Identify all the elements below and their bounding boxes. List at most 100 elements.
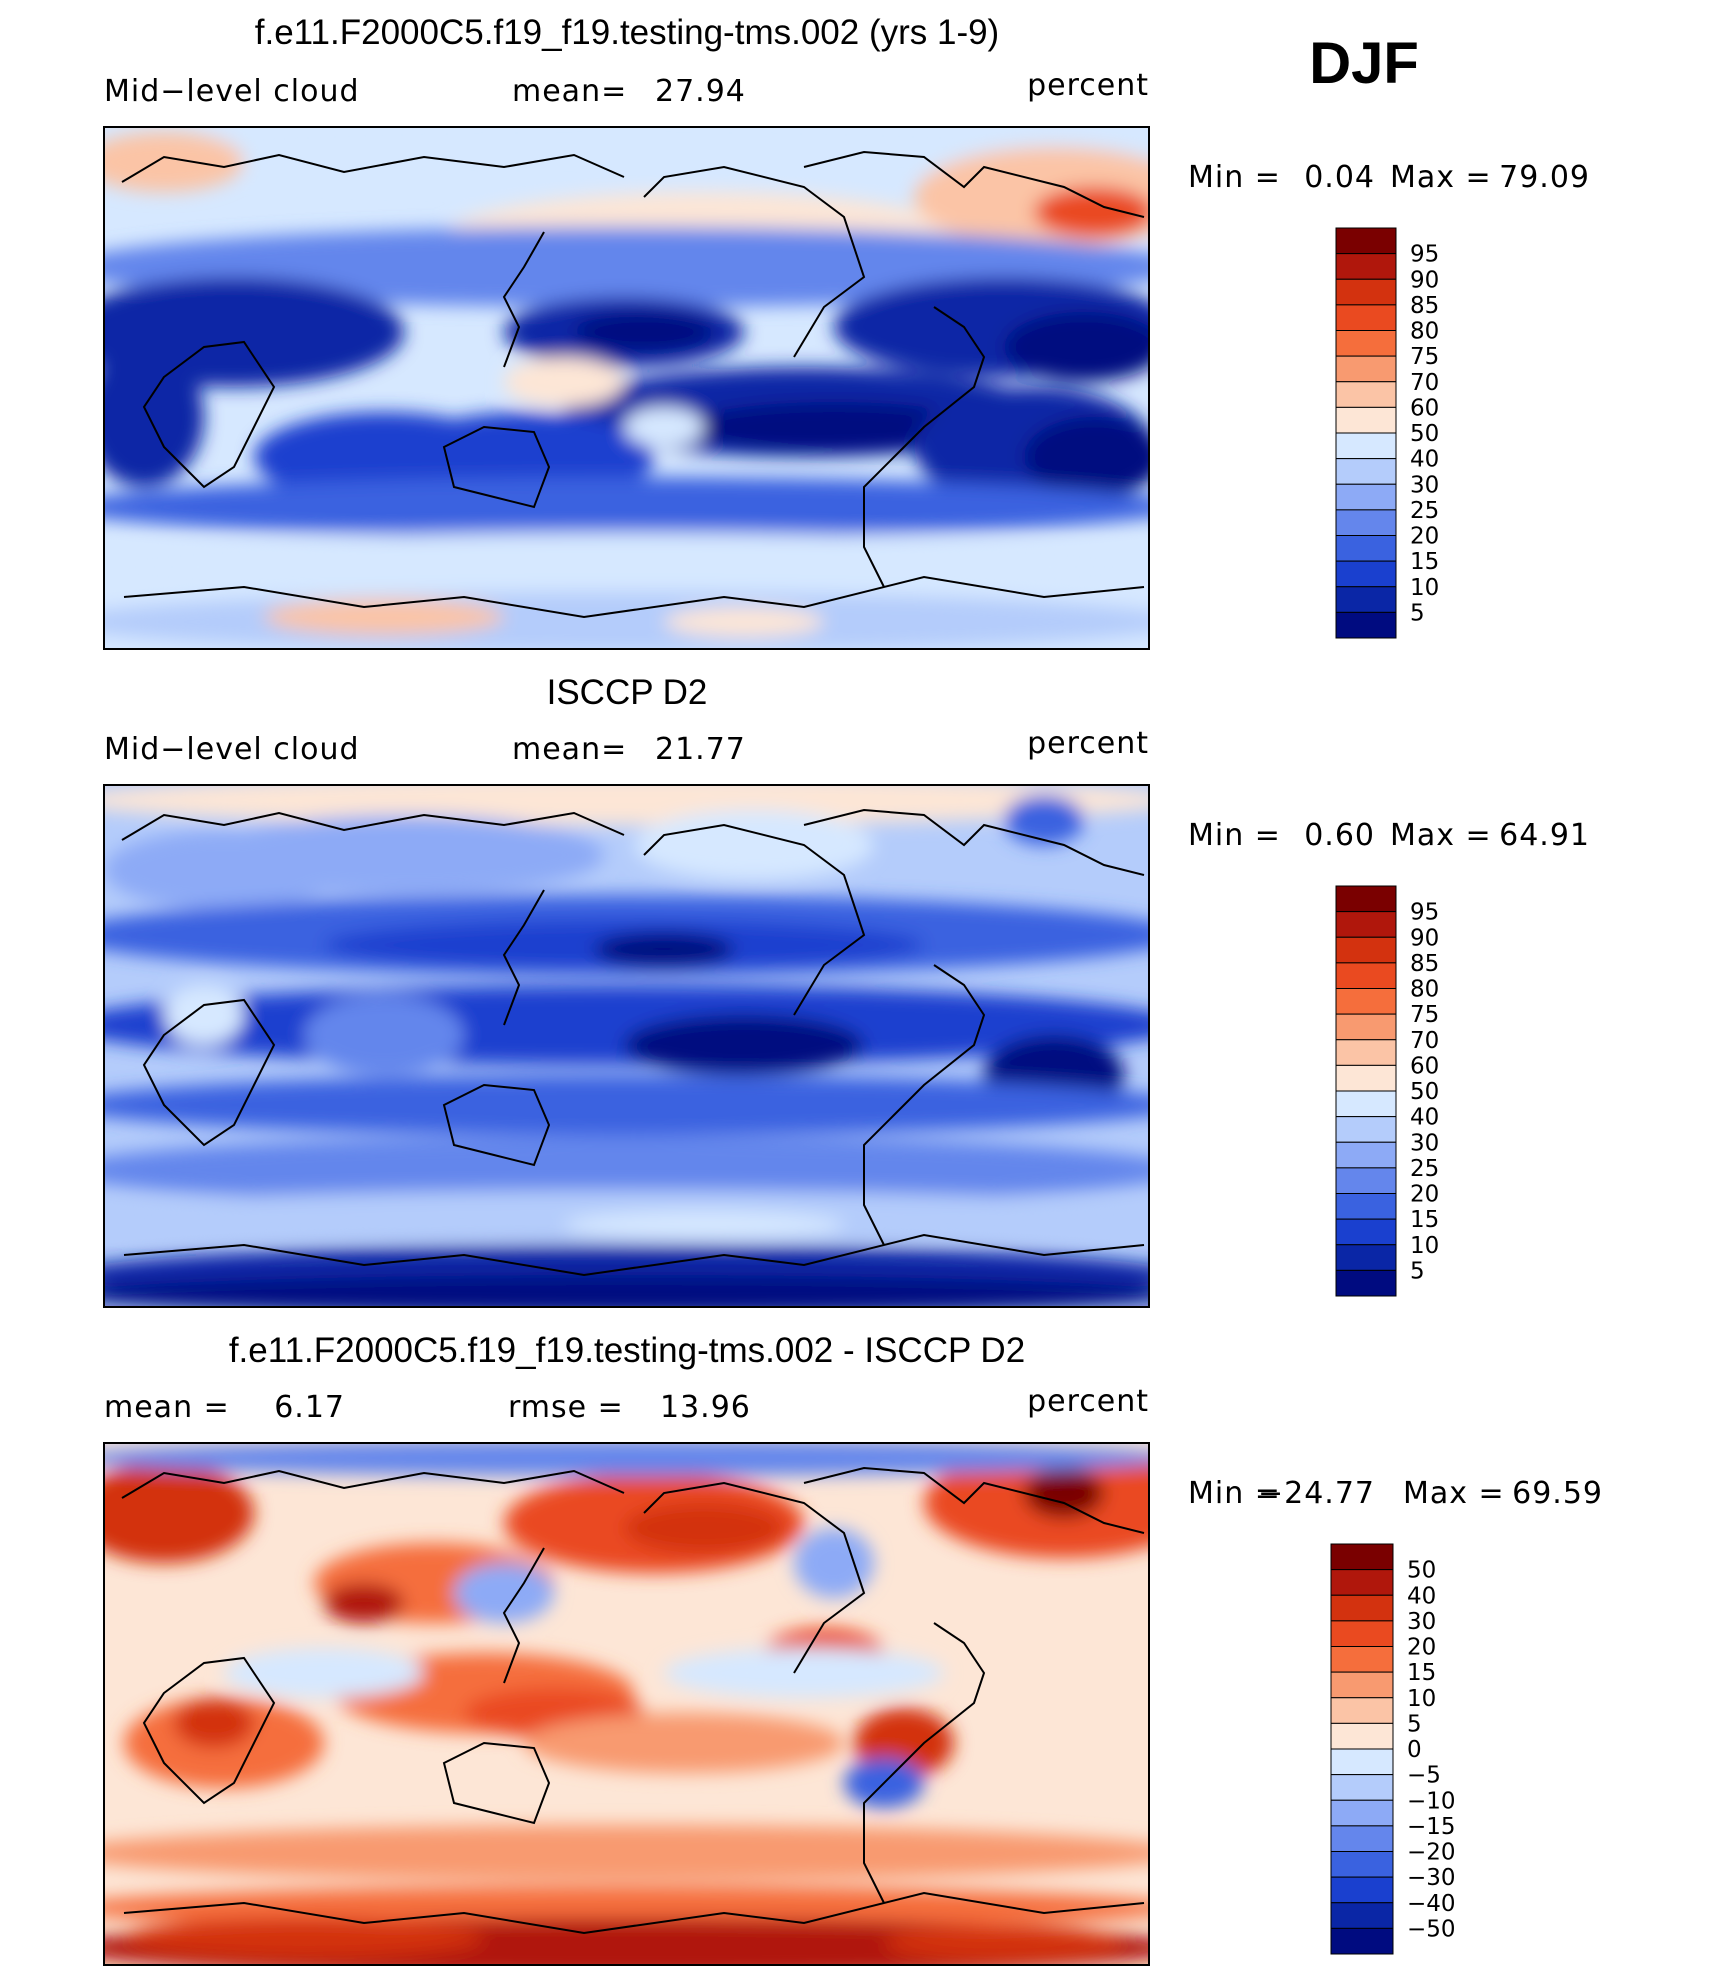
units-label: percent (1027, 1384, 1149, 1419)
colorbar-swatch (1330, 1748, 1394, 1776)
colorbar-tick-label: 15 (1410, 549, 1439, 575)
rmse-label: rmse = (508, 1390, 624, 1425)
colorbar-swatch (1330, 1876, 1394, 1904)
colorbar-swatch (1335, 535, 1397, 562)
map-frame (103, 784, 1150, 1308)
coastlines (121, 150, 1145, 619)
colorbar-swatch (1335, 1218, 1397, 1246)
colorbar-swatch (1330, 1671, 1394, 1699)
colorbar-swatch (1330, 1851, 1394, 1878)
units-label: percent (1027, 68, 1149, 103)
min-label: Min = (1188, 818, 1281, 853)
colorbar-swatch (1335, 1064, 1397, 1092)
colorbar-tick-label: 70 (1410, 1028, 1439, 1054)
colorbar-swatch (1335, 1269, 1397, 1297)
colorbar-tick-label: 0 (1407, 1737, 1422, 1763)
colorbar-swatch (1335, 330, 1397, 357)
colorbar-tick-label: 40 (1410, 1105, 1439, 1131)
variable-label: Mid−level cloud (104, 732, 360, 767)
colorbar-tick-label: −30 (1407, 1865, 1456, 1891)
colorbar-tick-label: −20 (1407, 1840, 1456, 1866)
max-value: 69.59 (1512, 1476, 1603, 1511)
colorbar-swatch (1335, 560, 1397, 588)
colorbar-swatch (1335, 304, 1397, 331)
colorbar-tick-label: 95 (1410, 242, 1439, 268)
colorbar-tick-label: 60 (1410, 1053, 1439, 1079)
colorbar-swatch (1335, 1090, 1397, 1118)
panel-title: f.e11.F2000C5.f19_f19.testing-tms.002 (y… (255, 13, 999, 52)
colorbar-tick-label: 85 (1410, 951, 1439, 977)
colorbar-swatch (1335, 355, 1397, 383)
min-value: 0.04 (1304, 160, 1375, 195)
colorbar-tick-label: 40 (1407, 1583, 1436, 1609)
variable-label: Mid−level cloud (104, 74, 360, 109)
colorbar-swatch (1335, 1141, 1397, 1169)
colorbar-swatch (1335, 432, 1397, 460)
mean-label: mean= (512, 74, 627, 109)
colorbar-tick-label: 50 (1410, 421, 1439, 447)
min-label: Min = (1188, 1476, 1281, 1511)
max-label: Max = (1403, 1476, 1505, 1511)
colorbar-tick-label: 50 (1410, 1079, 1439, 1105)
colorbar-tick-label: 50 (1407, 1558, 1436, 1584)
colorbar-tick-label: −40 (1407, 1891, 1456, 1917)
map-frame (103, 1442, 1150, 1966)
panel-difference: f.e11.F2000C5.f19_f19.testing-tms.002 - … (103, 1331, 1603, 1966)
colorbar-swatch (1335, 1193, 1397, 1220)
colorbar-swatch (1335, 1244, 1397, 1271)
coastlines (121, 808, 1145, 1277)
colorbar-tick-label: 20 (1410, 524, 1439, 550)
colorbar-tick-label: 20 (1407, 1635, 1436, 1661)
colorbar-tick-label: 30 (1410, 472, 1439, 498)
map-field (104, 1443, 1149, 1965)
colorbar-swatch (1330, 1594, 1394, 1622)
colorbar-tick-label: 15 (1410, 1207, 1439, 1233)
colorbar-swatch (1330, 1799, 1394, 1827)
colorbar-swatch (1335, 586, 1397, 613)
colorbar-tick-label: 95 (1410, 900, 1439, 926)
colorbar-swatch (1335, 483, 1397, 511)
colorbar-tick-label: 5 (1410, 600, 1425, 626)
map-field (104, 785, 1149, 1307)
mean-value: 27.94 (655, 74, 746, 109)
colorbar-tick-label: 75 (1410, 1002, 1439, 1028)
units-label: percent (1027, 726, 1149, 761)
colorbar-tick-label: 80 (1410, 977, 1439, 1003)
season-label: DJF (1309, 31, 1419, 96)
colorbar-swatch (1335, 227, 1397, 255)
colorbar-swatch (1330, 1569, 1394, 1596)
colorbar-swatch (1335, 253, 1397, 280)
colorbar-swatch (1335, 1039, 1397, 1066)
mean-label: mean = (104, 1390, 230, 1425)
colorbar-tick-label: 25 (1410, 498, 1439, 524)
colorbar-tick-label: 10 (1407, 1686, 1436, 1712)
colorbar-swatch (1335, 381, 1397, 408)
panel-observation: ISCCP D2 Mid−level cloud mean= 21.77 per… (103, 673, 1590, 1308)
panel-title: ISCCP D2 (547, 673, 708, 712)
colorbar-tick-label: 90 (1410, 925, 1439, 951)
colorbar-swatch (1335, 988, 1397, 1015)
colorbar-swatch (1330, 1902, 1394, 1929)
colorbar-tick-label: 85 (1410, 293, 1439, 319)
colorbar-tick-label: −50 (1407, 1916, 1456, 1942)
colorbar-swatch (1330, 1697, 1394, 1724)
max-label: Max = (1390, 160, 1492, 195)
colorbar-tick-label: 80 (1410, 319, 1439, 345)
colorbar-tick-label: 5 (1407, 1711, 1422, 1737)
max-label: Max = (1390, 818, 1492, 853)
colorbar-swatch (1330, 1774, 1394, 1801)
max-value: 64.91 (1499, 818, 1590, 853)
colorbar-swatch (1330, 1825, 1394, 1852)
colorbar-swatch (1335, 406, 1397, 434)
colorbar-tick-label: 20 (1410, 1182, 1439, 1208)
colorbar-swatch (1335, 278, 1397, 306)
colorbar-swatch (1335, 962, 1397, 989)
mean-value: 6.17 (274, 1390, 345, 1425)
colorbar-swatch (1335, 1167, 1397, 1194)
colorbar-tick-label: 15 (1407, 1660, 1436, 1686)
map-field (104, 127, 1149, 649)
panel-model: f.e11.F2000C5.f19_f19.testing-tms.002 (y… (103, 13, 1589, 650)
